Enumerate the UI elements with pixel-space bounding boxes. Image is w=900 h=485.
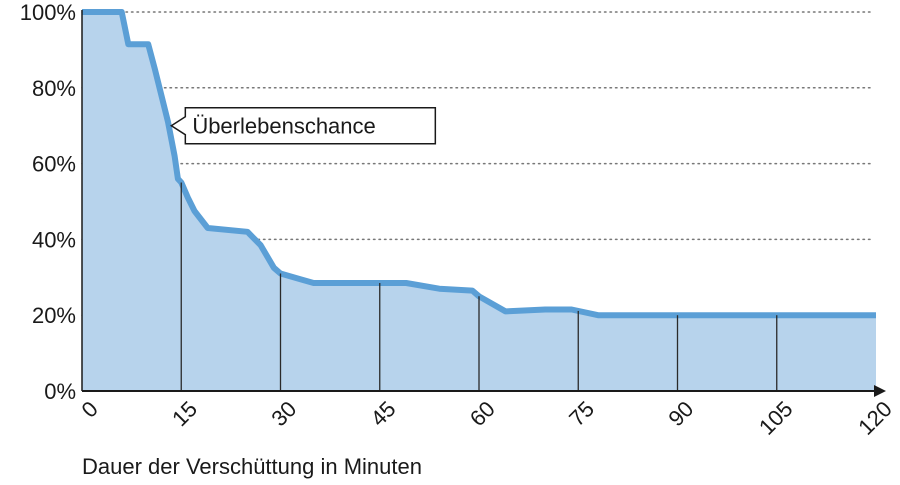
x-tick-label-75: 75 [564,396,599,431]
x-tick-label-105: 105 [754,396,798,440]
y-tick-label-20: 20% [32,303,76,328]
series-line [82,9,876,319]
axis-layer [81,10,886,397]
y-tick-label-60: 60% [32,152,76,177]
x-axis-label: Dauer der Verschüttung in Minuten [82,454,422,479]
x-tick-label-15: 15 [167,396,202,431]
y-tick-label-80: 80% [32,76,76,101]
y-tick-label-0: 0% [44,379,76,404]
x-tick-label-60: 60 [465,396,500,431]
callout-box [169,106,437,145]
x-tick-label-90: 90 [663,396,698,431]
x-tick-label-0: 0 [77,396,103,422]
x-tick-label-30: 30 [266,396,301,431]
x-tick-label-120: 120 [853,396,897,440]
x-axis-arrow [874,385,886,397]
y-tick-label-40: 40% [32,227,76,252]
x-tick-label-45: 45 [366,396,401,431]
callout-label: Überlebenschance [192,114,375,139]
annotation-layer: Überlebenschance [169,106,437,145]
y-tick-label-100: 100% [20,0,76,25]
vertical-line-layer [180,182,778,391]
